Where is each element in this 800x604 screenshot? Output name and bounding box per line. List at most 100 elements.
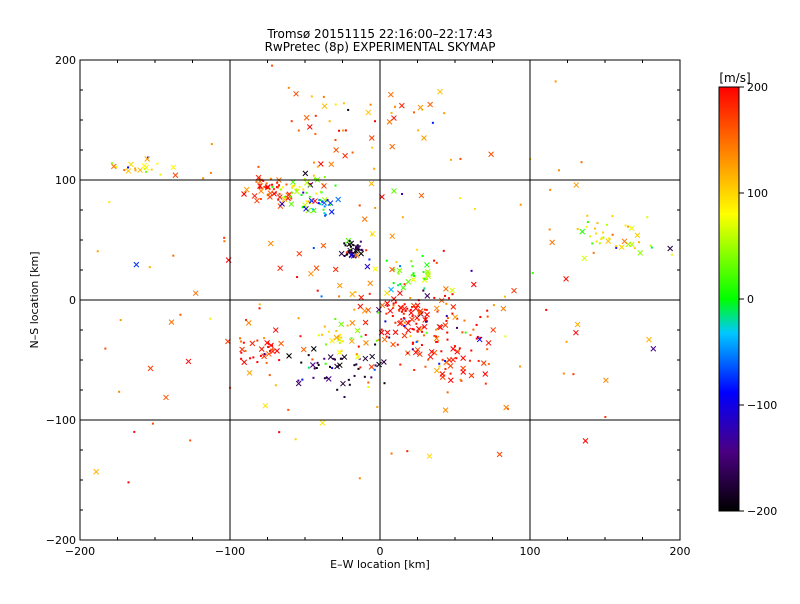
- data-point-dot: [469, 334, 472, 337]
- data-point-x: [243, 186, 250, 193]
- x-tick-label: 0: [377, 545, 384, 558]
- data-point-dot: [435, 261, 438, 264]
- data-point-dot: [425, 278, 428, 281]
- data-point-dot: [310, 199, 313, 202]
- data-point-dot: [415, 340, 418, 343]
- data-point-dot: [406, 352, 409, 355]
- data-point-dot: [391, 314, 394, 317]
- data-point-x: [320, 242, 327, 249]
- data-point-x: [246, 370, 253, 376]
- data-point-dot: [259, 197, 262, 200]
- data-point-x: [258, 188, 264, 194]
- data-point-dot: [380, 328, 383, 331]
- data-point-dot: [354, 251, 357, 254]
- data-point-dot: [312, 174, 315, 177]
- data-point-x: [93, 468, 100, 475]
- data-point-x: [468, 372, 475, 379]
- data-point-x: [405, 327, 412, 334]
- data-point-dot: [375, 339, 378, 342]
- data-point-dot: [399, 283, 402, 286]
- data-point-x: [417, 308, 424, 314]
- data-point-x: [405, 278, 412, 285]
- data-point-dot: [585, 225, 588, 228]
- data-point-dot: [308, 185, 311, 188]
- data-point-dot: [337, 335, 340, 338]
- data-point-dot: [329, 365, 332, 368]
- data-point-dot: [286, 197, 289, 200]
- data-point-x: [391, 188, 397, 194]
- data-point-dot: [315, 367, 318, 370]
- data-point-dot: [446, 338, 449, 341]
- data-point-x: [574, 321, 581, 328]
- data-point-x: [312, 198, 318, 204]
- data-point-dot: [385, 312, 388, 315]
- data-point-dot: [401, 192, 404, 195]
- data-point-dot: [314, 114, 317, 117]
- data-point-dot: [287, 86, 290, 89]
- data-point-x: [335, 196, 342, 203]
- data-point-x: [396, 267, 403, 274]
- chart-subtitle: RwPretec (8p) EXPERIMENTAL SKYMAP: [265, 40, 496, 54]
- data-point-x: [421, 277, 428, 283]
- data-point-x: [262, 402, 269, 409]
- data-point-dot: [373, 120, 376, 123]
- data-point-dot: [598, 242, 601, 245]
- data-point-dot: [392, 343, 395, 346]
- data-point-dot: [297, 129, 300, 132]
- data-point-dot: [473, 207, 476, 210]
- data-point-x: [437, 324, 444, 331]
- data-point-dot: [324, 214, 327, 217]
- data-point-dot: [456, 326, 459, 329]
- data-point-dot: [283, 195, 286, 198]
- data-point-x: [450, 304, 457, 310]
- x-tick-label: 100: [520, 545, 541, 558]
- data-point-dot: [409, 308, 412, 311]
- data-point-x: [349, 291, 356, 298]
- data-point-x: [267, 240, 274, 247]
- data-point-dot: [392, 302, 395, 305]
- data-point-dot: [624, 224, 627, 227]
- data-point-dot: [360, 335, 363, 338]
- data-point-dot: [295, 189, 298, 192]
- y-tick-label: −200: [46, 534, 76, 547]
- data-point-dot: [134, 169, 137, 172]
- data-point-dot: [317, 334, 320, 337]
- data-point-dot: [159, 173, 162, 176]
- data-point-dot: [320, 295, 323, 298]
- data-point-dot: [479, 316, 482, 319]
- data-point-dot: [317, 363, 320, 366]
- data-point-dot: [242, 341, 245, 344]
- y-tick-label: 200: [55, 54, 76, 67]
- y-tick-label: 100: [55, 174, 76, 187]
- data-point-dot: [400, 310, 403, 313]
- data-point-x: [485, 340, 492, 346]
- data-point-x: [427, 101, 434, 108]
- data-point-dot: [390, 452, 393, 455]
- data-point-dot: [410, 274, 413, 277]
- data-point-dot: [627, 225, 630, 228]
- data-point-x: [424, 293, 431, 299]
- data-point-dot: [458, 347, 461, 350]
- data-point-dot: [459, 378, 462, 381]
- data-point-dot: [444, 360, 447, 363]
- data-point-dot: [593, 227, 596, 230]
- data-point-dot: [156, 162, 159, 165]
- data-point-dot: [312, 376, 315, 379]
- data-point-dot: [307, 200, 310, 203]
- data-point-x: [470, 281, 477, 288]
- data-point-dot: [240, 357, 243, 360]
- data-point-x: [362, 319, 369, 326]
- data-point-x: [398, 305, 405, 311]
- data-point-x: [398, 319, 404, 326]
- data-point-dot: [365, 249, 368, 252]
- data-point-dot: [444, 368, 447, 371]
- data-point-dot: [348, 383, 351, 386]
- data-point-dot: [445, 302, 448, 305]
- data-point-x: [303, 114, 310, 121]
- data-point-x: [328, 161, 335, 168]
- data-point-dot: [319, 199, 322, 202]
- data-point-dot: [397, 284, 400, 287]
- data-point-dot: [422, 271, 425, 274]
- data-point-dot: [271, 183, 274, 186]
- data-point-dot: [322, 95, 325, 98]
